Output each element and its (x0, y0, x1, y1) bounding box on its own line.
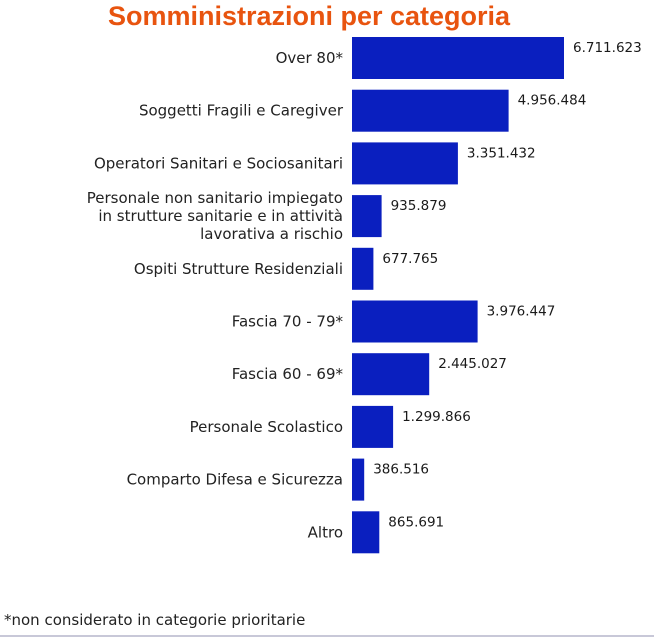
value-label-4: 677.765 (382, 251, 438, 267)
category-label-4: Ospiti Strutture Residenziali (134, 260, 343, 278)
value-label-9: 865.691 (388, 514, 444, 530)
category-label-3: Personale non sanitario impiegato in stru… (87, 189, 343, 243)
category-label-5: Fascia 70 - 79* (232, 313, 344, 331)
value-label-6: 2.445.027 (438, 356, 507, 372)
category-label-0: Over 80* (276, 49, 344, 67)
value-label-8: 386.516 (373, 462, 429, 478)
bar-0 (352, 37, 564, 79)
bar-7 (352, 405, 394, 448)
value-label-1: 4.956.484 (518, 93, 587, 109)
bar-1 (352, 89, 509, 132)
value-label-3: 935.879 (391, 198, 447, 214)
category-label-7: Personale Scolastico (190, 418, 343, 436)
value-label-7: 1.299.866 (402, 409, 471, 425)
bar-3 (352, 195, 382, 238)
value-label-5: 3.976.447 (487, 304, 556, 320)
footnote: *non considerato in categorie prioritari… (4, 611, 306, 629)
category-label-1: Soggetti Fragili e Caregiver (139, 102, 344, 120)
bar-9 (352, 511, 380, 554)
value-label-0: 6.711.623 (573, 40, 642, 56)
bar-5 (352, 300, 478, 343)
category-label-9: Altro (308, 523, 343, 541)
bar-4 (352, 247, 374, 290)
bar-2 (352, 142, 458, 185)
category-label-6: Fascia 60 - 69* (232, 365, 344, 383)
bottom-divider (0, 635, 654, 637)
chart-title: Somministrazioni per categoria (107, 1, 511, 31)
category-label-8: Comparto Difesa e Sicurezza (127, 471, 343, 489)
bar-8 (352, 458, 365, 501)
bar-6 (352, 353, 430, 396)
category-label-2: Operatori Sanitari e Sociosanitari (94, 154, 343, 172)
horizontal-bar-chart: 6.711.623 Over 80* 4.956.484 Soggetti Fragi… (87, 37, 642, 554)
value-label-2: 3.351.432 (467, 145, 536, 161)
